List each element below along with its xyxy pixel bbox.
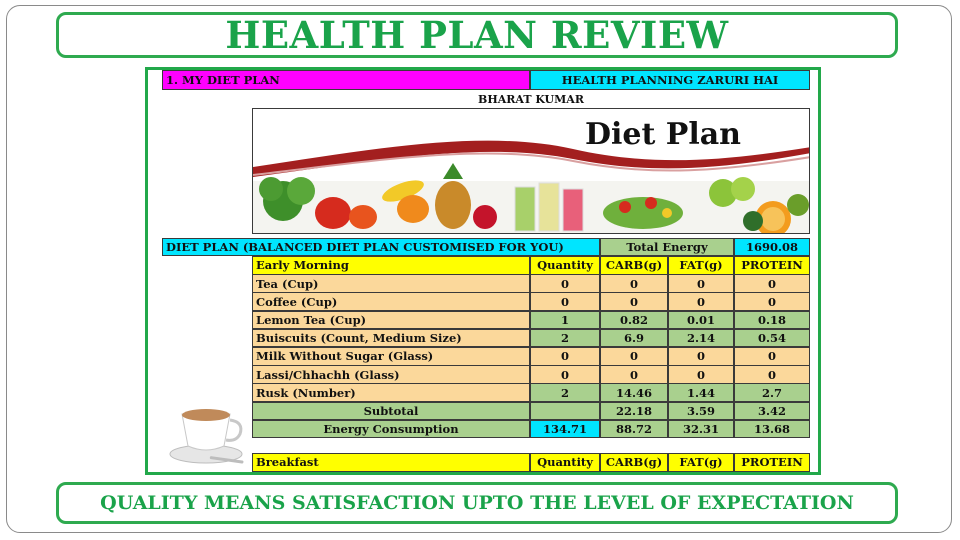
fat-cell: 2.14 [668, 328, 734, 348]
protein-header-cell: PROTEIN [734, 453, 810, 472]
carb-cell: 14.46 [600, 383, 668, 403]
spreadsheet-grid: 1. MY DIET PLAN HEALTH PLANNING ZARURI H… [148, 70, 818, 472]
fat-cell: 0 [668, 274, 734, 293]
carb-header-cell: CARB(g) [600, 256, 668, 275]
protein-cell: 0.54 [734, 328, 810, 348]
protein-header-cell: PROTEIN [734, 256, 810, 275]
footer-slogan: QUALITY MEANS SATISFACTION UPTO THE LEVE… [100, 492, 854, 514]
slide-frame [6, 5, 952, 533]
energy-carb-cell: 88.72 [600, 419, 668, 439]
quantity-header-cell: Quantity [530, 256, 600, 275]
item-name-cell: Rusk (Number) [252, 383, 530, 403]
item-name-cell: Tea (Cup) [252, 274, 530, 293]
section-header-cell: Breakfast [252, 453, 530, 472]
quantity-header-cell: Quantity [530, 453, 600, 472]
energy-fat-cell: 32.31 [668, 419, 734, 439]
protein-cell: 0 [734, 365, 810, 384]
protein-cell: 0.18 [734, 310, 810, 330]
protein-cell: 0 [734, 274, 810, 293]
subtotal-fat-cell: 3.59 [668, 401, 734, 421]
item-name-cell: Lemon Tea (Cup) [252, 310, 530, 330]
protein-cell: 0 [734, 292, 810, 312]
diet-plan-heading: Diet Plan [584, 117, 741, 152]
diet-plan-banner-image: Diet Plan [252, 108, 810, 234]
carb-cell: 6.9 [600, 328, 668, 348]
footer-box: QUALITY MEANS SATISFACTION UPTO THE LEVE… [56, 482, 898, 524]
fat-cell: 0 [668, 365, 734, 384]
total-energy-value: 1690.08 [734, 238, 810, 256]
quantity-cell: 1 [530, 310, 600, 330]
quantity-cell: 2 [530, 328, 600, 348]
carb-cell: 0.82 [600, 310, 668, 330]
carb-cell: 0 [600, 347, 668, 366]
energy-total-cell: 134.71 [530, 419, 600, 439]
energy-protein-cell: 13.68 [734, 419, 810, 439]
carb-header-cell: CARB(g) [600, 453, 668, 472]
energy-label-cell: Energy Consumption [252, 419, 530, 439]
name-cell: BHARAT KUMAR [478, 92, 584, 106]
fat-header-cell: FAT(g) [668, 453, 734, 472]
protein-cell: 0 [734, 347, 810, 366]
fruits-vegetables-illustration [253, 140, 809, 233]
section-label: 1. MY DIET PLAN [162, 70, 530, 90]
fat-cell: 0.01 [668, 310, 734, 330]
quantity-cell: 0 [530, 292, 600, 312]
item-name-cell: Milk Without Sugar (Glass) [252, 347, 530, 366]
fat-cell: 0 [668, 292, 734, 312]
subtotal-qty-cell [530, 401, 600, 421]
carb-cell: 0 [600, 365, 668, 384]
fat-cell: 1.44 [668, 383, 734, 403]
tea-cup-icon [168, 404, 248, 470]
fat-cell: 0 [668, 347, 734, 366]
spreadsheet-view: 1. MY DIET PLAN HEALTH PLANNING ZARURI H… [145, 67, 821, 475]
quantity-cell: 0 [530, 274, 600, 293]
total-energy-label: Total Energy [600, 238, 734, 256]
title-box: HEALTH PLAN REVIEW [56, 12, 898, 58]
item-name-cell: Lassi/Chhachh (Glass) [252, 365, 530, 384]
page-title: HEALTH PLAN REVIEW [225, 13, 729, 57]
quantity-cell: 2 [530, 383, 600, 403]
fat-header-cell: FAT(g) [668, 256, 734, 275]
protein-cell: 2.7 [734, 383, 810, 403]
quantity-cell: 0 [530, 365, 600, 384]
carb-cell: 0 [600, 274, 668, 293]
subtotal-carb-cell: 22.18 [600, 401, 668, 421]
plan-label: DIET PLAN (BALANCED DIET PLAN CUSTOMISED… [162, 238, 600, 256]
carb-cell: 0 [600, 292, 668, 312]
section-header-cell: Early Morning [252, 256, 530, 275]
quantity-cell: 0 [530, 347, 600, 366]
subtotal-label-cell: Subtotal [252, 401, 530, 421]
item-name-cell: Coffee (Cup) [252, 292, 530, 312]
item-name-cell: Buiscuits (Count, Medium Size) [252, 328, 530, 348]
subtotal-protein-cell: 3.42 [734, 401, 810, 421]
slogan-cell: HEALTH PLANNING ZARURI HAI [530, 70, 810, 90]
